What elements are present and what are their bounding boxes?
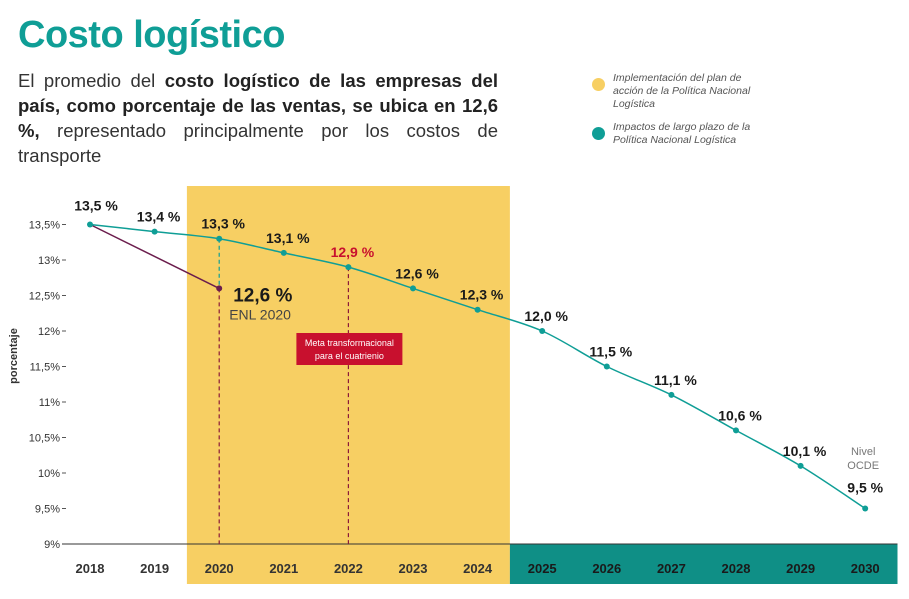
main-series-point [151, 228, 158, 235]
y-tick-label: 11,5% [30, 362, 61, 374]
enl-series-line [89, 223, 220, 290]
x-tick-label: 2028 [722, 561, 751, 576]
data-label: 13,3 % [201, 216, 245, 232]
subtitle-intro: El promedio del [18, 70, 165, 91]
data-label: 13,5 % [74, 198, 118, 214]
legend-dot-teal [592, 127, 605, 140]
y-tick-label: 10,5% [29, 433, 60, 445]
main-series-point [539, 328, 546, 334]
y-tick-label: 12% [38, 326, 60, 338]
target-note-line2: para el cuatrienio [315, 351, 384, 361]
data-label: 11,5 % [589, 344, 632, 360]
data-label: 9,5 % [847, 480, 883, 496]
main-series-point [87, 221, 93, 228]
main-series-point [733, 427, 739, 434]
y-tick-label: 9% [44, 539, 60, 551]
subtitle-highlight: costo logístico de las empresas del país… [18, 70, 499, 141]
main-series-point [603, 363, 610, 370]
y-tick-label: 11% [39, 397, 60, 409]
y-axis-title: porcentaje [8, 328, 20, 384]
target-note-line1: Meta transformacional [305, 338, 394, 348]
legend-item-longterm: Impactos de largo plazo de la Política N… [592, 121, 892, 147]
main-series-point [280, 249, 287, 256]
main-series-point [410, 285, 416, 292]
x-tick-label: 2020 [205, 561, 234, 576]
longterm-axis-band [509, 544, 898, 584]
legend-dot-yellow [592, 78, 605, 91]
main-series-point [216, 235, 223, 242]
target-note-box [296, 333, 403, 365]
data-label: 12,0 % [524, 308, 568, 324]
main-series-point [668, 391, 675, 398]
y-tick-label: 9,5% [35, 504, 60, 516]
legend-item-implementation: Implementación del plan de acción de la … [592, 72, 892, 111]
x-tick-label: 2023 [399, 561, 428, 576]
y-tick-label: 13% [38, 255, 60, 267]
main-series-point [797, 462, 804, 469]
x-tick-label: 2026 [592, 561, 621, 576]
x-tick-label: 2024 [463, 561, 493, 576]
chart-legend: Implementación del plan de acción de la … [592, 72, 892, 157]
x-tick-label: 2025 [528, 561, 557, 576]
y-tick-label: 10% [38, 468, 60, 480]
data-label: 11,1 % [654, 372, 697, 388]
legend-label-implementation: Implementación del plan de acción de la … [613, 72, 751, 110]
data-label: 12,6 % [395, 265, 439, 281]
main-series-point [862, 505, 869, 512]
x-tick-label: 2030 [851, 561, 880, 576]
data-label: 13,1 % [266, 230, 310, 246]
enl-value-label: 12,6 % [233, 285, 292, 306]
subtitle-ending: representado principalmente por los cost… [18, 120, 498, 166]
x-tick-label: 2029 [786, 561, 815, 576]
enl-year-label: ENL 2020 [229, 306, 291, 322]
data-label: 13,4 % [137, 209, 181, 225]
data-label: 10,6 % [718, 407, 762, 423]
x-tick-label: 2021 [269, 561, 298, 576]
ocde-note-line1: Nivel [851, 446, 875, 458]
page-title: Costo logístico [18, 14, 285, 56]
y-tick-label: 13,5% [29, 220, 60, 232]
enl-point [216, 285, 223, 292]
y-tick-label: 12,5% [29, 291, 60, 303]
legend-label-longterm: Impactos de largo plazo de la Política N… [613, 121, 751, 146]
ocde-note-line2: OCDE [847, 460, 879, 472]
data-label: 12,3 % [460, 287, 504, 303]
main-series-point [345, 264, 352, 271]
implementation-band [186, 186, 510, 584]
x-tick-label: 2022 [334, 561, 363, 576]
x-tick-label: 2018 [76, 561, 105, 576]
page-subtitle: El promedio del costo logístico de las e… [18, 68, 498, 168]
data-label: 10,1 % [783, 443, 827, 459]
x-tick-label: 2027 [657, 561, 686, 576]
x-tick-label: 2019 [140, 561, 169, 576]
data-label: 12,9 % [331, 244, 375, 260]
main-series-point [474, 306, 481, 313]
